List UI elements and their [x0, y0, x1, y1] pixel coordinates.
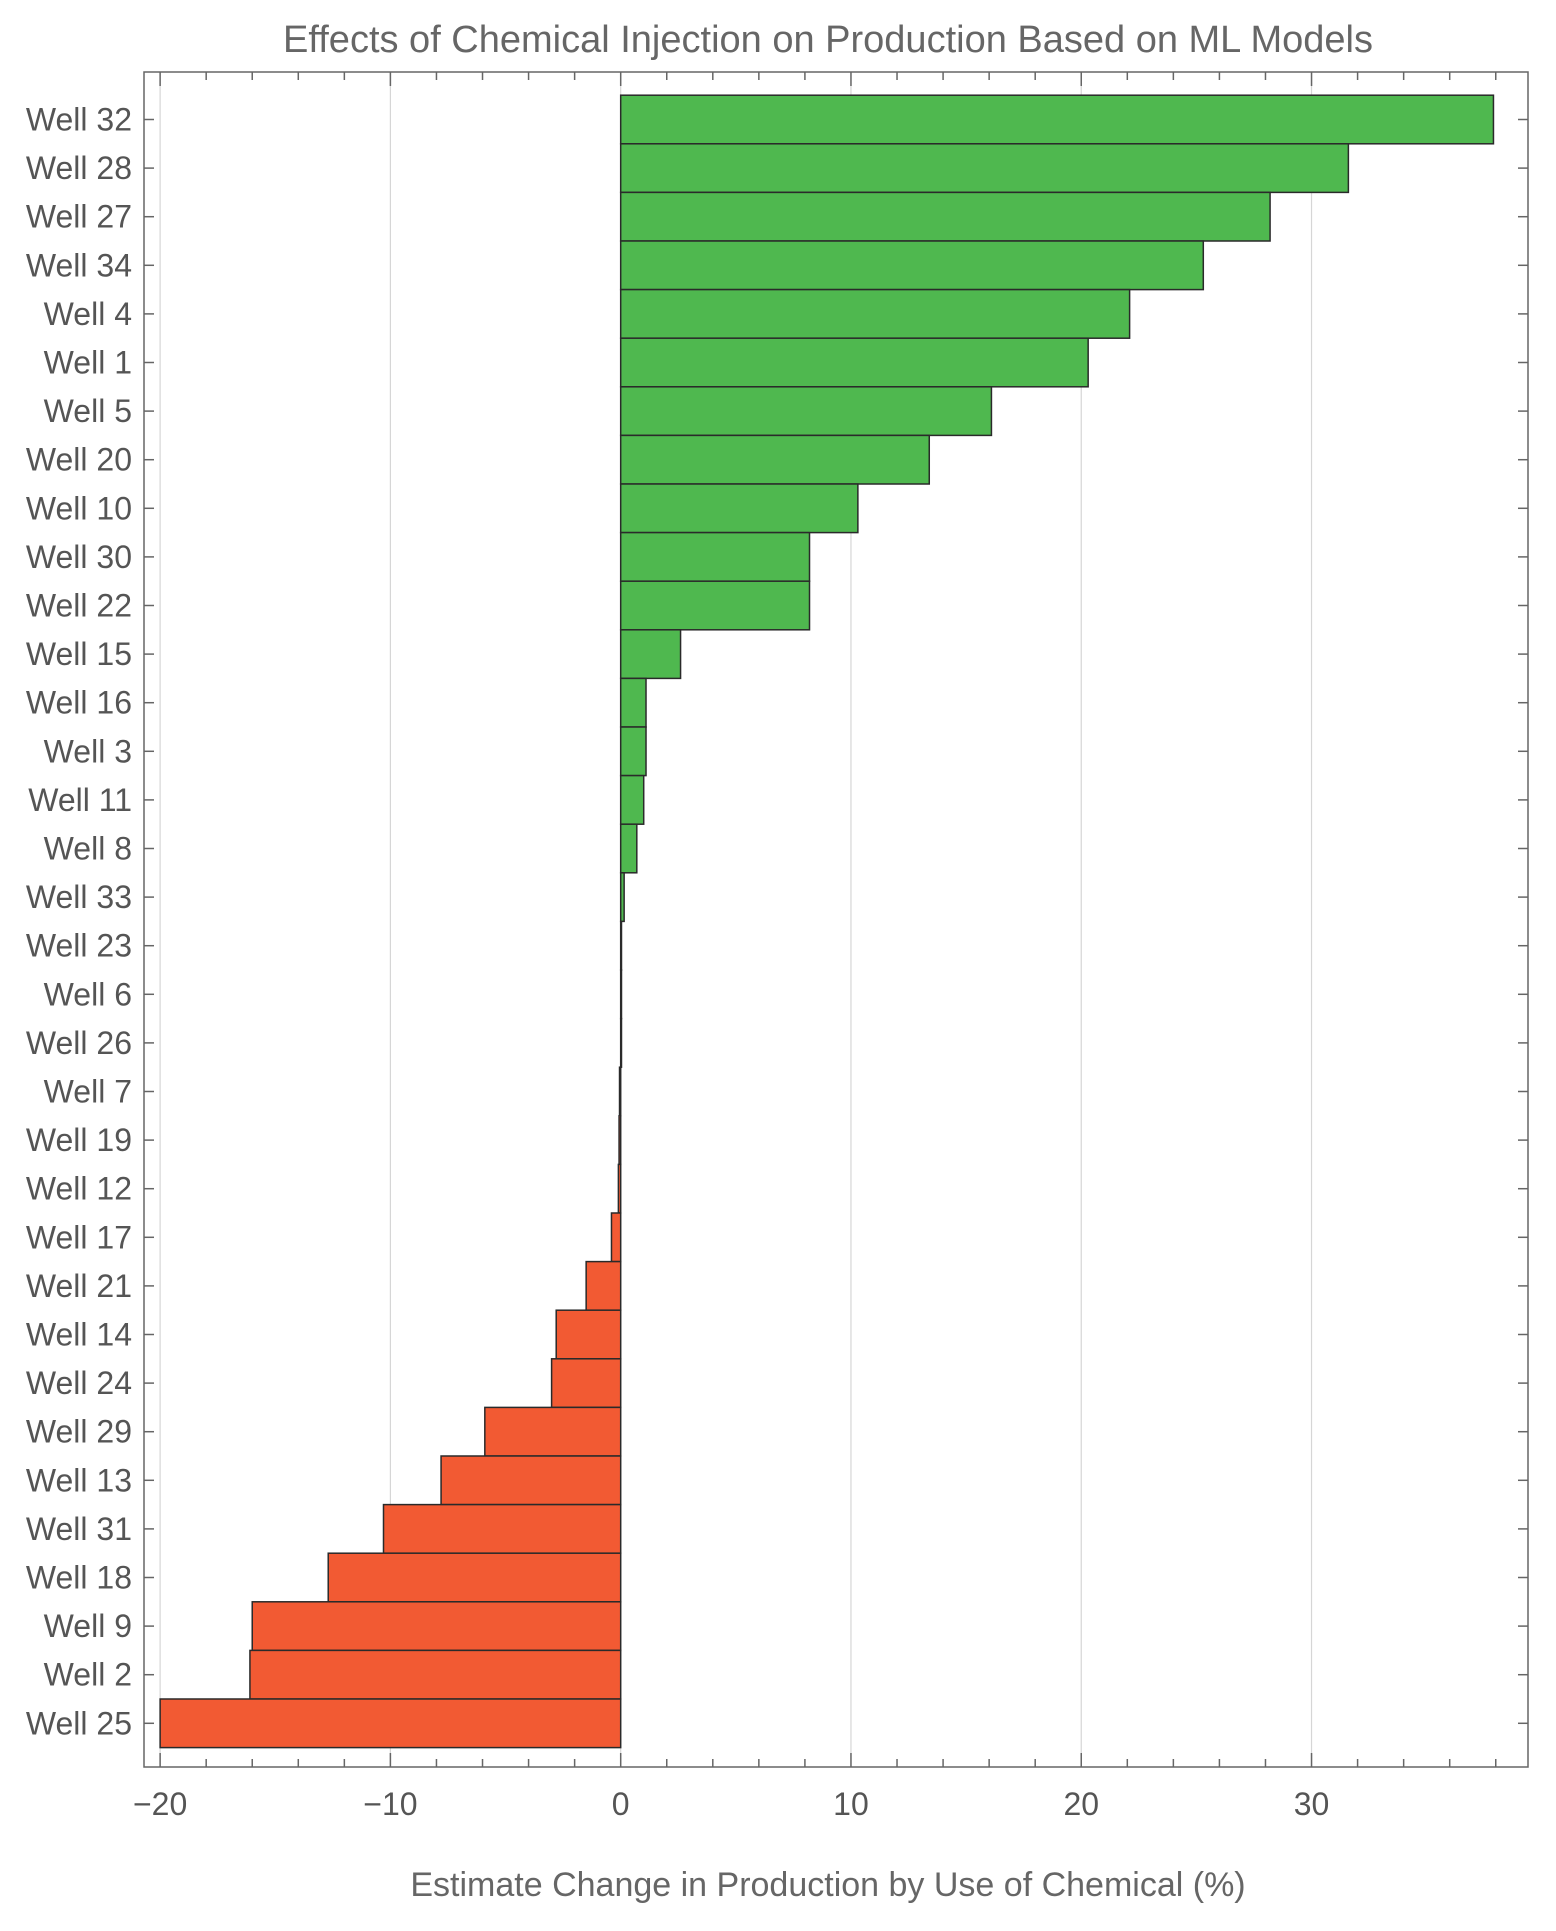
- y-category-label: Well 26: [26, 1025, 132, 1061]
- bar: [618, 1115, 622, 1166]
- y-category-label: Well 31: [26, 1511, 132, 1547]
- x-tick-label: 20: [1063, 1786, 1099, 1822]
- y-category-label: Well 7: [44, 1074, 132, 1110]
- y-category-label: Well 33: [26, 879, 132, 915]
- y-category-label: Well 8: [44, 831, 132, 867]
- bar: [619, 483, 859, 534]
- bar: [619, 288, 1131, 339]
- x-axis-label: Estimate Change in Production by Use of …: [410, 1866, 1245, 1904]
- bar: [619, 94, 1495, 145]
- y-category-label: Well 18: [26, 1560, 132, 1596]
- y-category-label: Well 4: [44, 296, 132, 332]
- bar: [550, 1358, 622, 1409]
- bar: [619, 872, 625, 923]
- axis-ticks: [144, 72, 1528, 1767]
- bar: [619, 580, 811, 631]
- y-category-label: Well 34: [26, 247, 132, 283]
- y-category-label: Well 2: [44, 1657, 132, 1693]
- bar: [619, 434, 931, 485]
- y-category-label: Well 29: [26, 1414, 132, 1450]
- y-category-label: Well 14: [26, 1317, 132, 1353]
- y-category-label: Well 13: [26, 1462, 132, 1498]
- y-category-label: Well 23: [26, 928, 132, 964]
- bar: [617, 1163, 622, 1214]
- y-category-label: Well 24: [26, 1365, 132, 1401]
- y-category-label: Well 1: [44, 345, 132, 381]
- bar: [484, 1406, 622, 1457]
- y-category-label: Well 5: [44, 393, 132, 429]
- bar: [619, 823, 638, 874]
- bar: [159, 1698, 622, 1749]
- bar: [327, 1552, 622, 1603]
- bar: [618, 1066, 622, 1117]
- bar: [619, 191, 1271, 242]
- bar: [619, 677, 647, 728]
- bar: [619, 531, 811, 582]
- x-tick-labels: −20 −10 0 10 20 30: [133, 1786, 1329, 1822]
- x-tick-label: 30: [1294, 1786, 1330, 1822]
- x-tick-label: 0: [612, 1786, 630, 1822]
- y-category-label: Well 17: [26, 1219, 132, 1255]
- y-category-label: Well 20: [26, 442, 132, 478]
- bar: [619, 143, 1350, 194]
- bar: [585, 1260, 622, 1311]
- bars: [159, 94, 1495, 1749]
- x-tick-label: −10: [363, 1786, 417, 1822]
- y-category-label: Well 15: [26, 636, 132, 672]
- bar: [619, 920, 623, 971]
- bar: [382, 1503, 622, 1554]
- bar: [619, 337, 1089, 388]
- y-category-label: Well 22: [26, 588, 132, 624]
- y-category-label: Well 32: [26, 102, 132, 138]
- y-category-label: Well 12: [26, 1171, 132, 1207]
- bar: [619, 774, 645, 825]
- bar: [619, 969, 623, 1020]
- y-category-label: Well 9: [44, 1608, 132, 1644]
- y-category-label: Well 30: [26, 539, 132, 575]
- x-tick-label: 10: [833, 1786, 869, 1822]
- x-tick-label: −20: [133, 1786, 187, 1822]
- chart-title: Effects of Chemical Injection on Product…: [283, 19, 1373, 61]
- y-category-labels: Well 32 Well 28 Well 27 Well 34 Well 4 Well 1…: [26, 102, 132, 1742]
- y-category-label: Well 28: [26, 150, 132, 186]
- y-category-label: Well 3: [44, 733, 132, 769]
- y-category-label: Well 11: [28, 782, 132, 818]
- y-category-label: Well 10: [26, 490, 132, 526]
- y-category-label: Well 19: [26, 1122, 132, 1158]
- y-category-label: Well 25: [26, 1705, 132, 1741]
- plot-frame: [143, 71, 1529, 1768]
- bar: [619, 1017, 623, 1068]
- bar: [619, 629, 682, 680]
- bar: [610, 1212, 622, 1263]
- bar: [251, 1601, 622, 1652]
- bar: [619, 726, 647, 777]
- y-category-label: Well 6: [44, 976, 132, 1012]
- y-category-label: Well 27: [26, 199, 132, 235]
- bar: [440, 1455, 622, 1506]
- y-category-label: Well 21: [26, 1268, 132, 1304]
- bar: [619, 386, 993, 437]
- bar: [249, 1649, 622, 1700]
- bar: [555, 1309, 622, 1360]
- bar: [619, 240, 1205, 291]
- y-category-label: Well 16: [26, 685, 132, 721]
